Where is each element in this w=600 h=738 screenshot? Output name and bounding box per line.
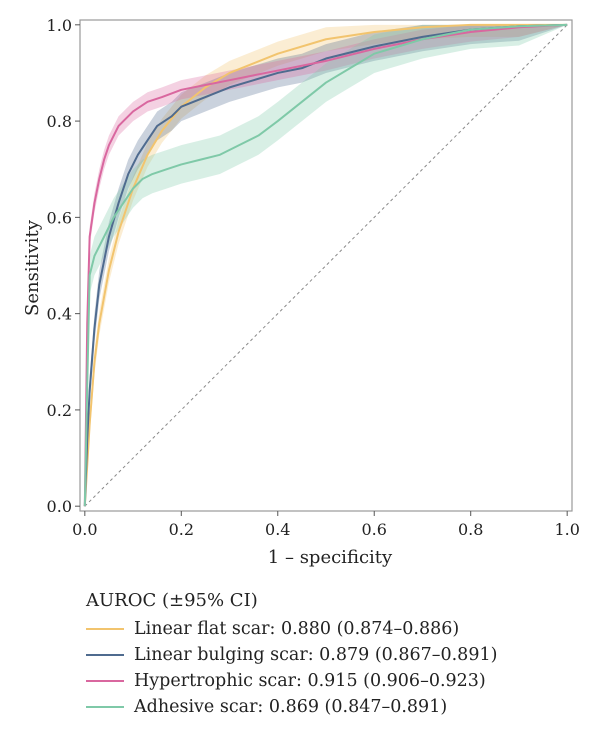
y-tick-label: 1.0 <box>47 16 72 35</box>
y-tick-label: 0.0 <box>47 497 72 516</box>
legend-label: Adhesive scar: 0.869 (0.847–0.891) <box>134 697 448 717</box>
x-tick-label: 0.4 <box>265 520 290 539</box>
x-axis-ticks: 0.0 0.2 0.4 0.6 0.8 1.0 <box>72 511 580 539</box>
y-axis-ticks: 0.0 0.2 0.4 0.6 0.8 1.0 <box>47 16 80 516</box>
legend-item-hypertrophic: Hypertrophic scar: 0.915 (0.906–0.923) <box>86 668 586 694</box>
confidence-bands <box>84 24 568 507</box>
y-axis-label: Sensitivity <box>22 219 43 316</box>
roc-chart: 0.0 0.2 0.4 0.6 0.8 1.0 0.0 0.2 0.4 0.6 0.8 1.0 1 … <box>22 16 580 568</box>
legend-item-linear-bulging: Linear bulging scar: 0.879 (0.867–0.891) <box>86 642 586 668</box>
x-tick-label: 0.6 <box>362 520 387 539</box>
roc-line-series-3 <box>83 23 568 507</box>
roc-line-series-2 <box>83 23 568 507</box>
legend-swatch <box>86 680 124 682</box>
x-tick-label: 0.8 <box>458 520 483 539</box>
x-tick-label: 0.0 <box>72 520 97 539</box>
legend-item-adhesive: Adhesive scar: 0.869 (0.847–0.891) <box>86 694 586 720</box>
legend-label: Linear flat scar: 0.880 (0.874–0.886) <box>134 619 460 639</box>
y-tick-label: 0.8 <box>47 112 72 131</box>
y-tick-label: 0.6 <box>47 208 72 227</box>
legend: AUROC (±95% CI) Linear flat scar: 0.880 … <box>86 588 586 720</box>
x-axis-label: 1 – specificity <box>268 547 393 568</box>
roc-curves <box>83 23 568 507</box>
y-tick-label: 0.4 <box>47 305 72 324</box>
plot-frame <box>79 19 573 512</box>
ci-band-series-3 <box>84 24 568 507</box>
legend-title: AUROC (±95% CI) <box>86 590 258 611</box>
legend-swatch <box>86 654 124 656</box>
legend-swatch <box>86 706 124 708</box>
legend-label: Linear bulging scar: 0.879 (0.867–0.891) <box>134 645 498 665</box>
legend-label: Hypertrophic scar: 0.915 (0.906–0.923) <box>134 671 486 691</box>
roc-line-series-0 <box>83 23 568 507</box>
legend-swatch <box>86 628 124 630</box>
x-tick-label: 0.2 <box>169 520 194 539</box>
legend-item-linear-flat: Linear flat scar: 0.880 (0.874–0.886) <box>86 616 586 642</box>
y-tick-label: 0.2 <box>47 401 72 420</box>
roc-line-series-1 <box>83 23 568 507</box>
x-tick-label: 1.0 <box>554 520 579 539</box>
